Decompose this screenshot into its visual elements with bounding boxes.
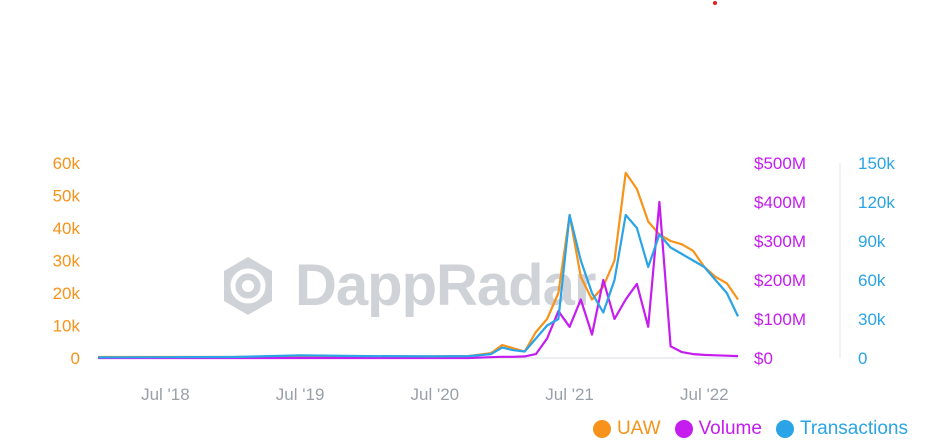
transactions-legend-swatch [775,420,794,438]
uaw-tick-label: 10k [53,317,81,336]
chart: 0 10k 20k 30k 40k 50k 60k $0 $100M $200M $300M $40… [53,1,895,404]
transactions-tick-label: 0 [858,349,867,368]
volume-tick-label: $100M [754,310,806,329]
volume-tick-label: $0 [754,349,773,368]
transactions-tick-label: 120k [858,193,895,212]
transactions-tick-label: 60k [858,271,886,290]
uaw-tick-label: 20k [53,284,81,303]
x-tick-label: Jul '20 [411,385,460,404]
dappradar-logo-icon [224,256,272,315]
transactions-tick-label: 90k [858,232,886,251]
x-tick-label: Jul '21 [545,385,594,404]
legend: UAW Volume Transactions [592,418,908,440]
volume-tick-label: $500M [754,154,806,173]
uaw-tick-label: 50k [53,187,81,206]
uaw-tick-label: 40k [53,219,81,238]
legend-item-transactions[interactable]: Transactions [775,418,908,440]
legend-label-volume: Volume [698,418,762,439]
uaw-series-line [98,171,739,359]
x-tick-label: Jul '18 [141,385,190,404]
watermark-text: DappRadar [295,253,596,318]
x-tick-label: Jul '19 [276,385,325,404]
x-tick-label: Jul '22 [680,385,729,404]
legend-label-transactions: Transactions [799,418,908,439]
volume-tick-label: $400M [754,193,806,212]
marker-dot [713,1,717,5]
uaw-tick-label: 60k [53,154,81,173]
legend-item-volume[interactable]: Volume [674,418,762,440]
watermark: DappRadar [215,252,596,319]
transactions-tick-label: 150k [858,154,895,173]
volume-series-line [98,200,739,360]
volume-tick-label: $200M [754,271,806,290]
uaw-tick-label: 30k [53,252,81,271]
transactions-series-line [97,213,739,359]
uaw-tick-label: 0 [71,349,80,368]
uaw-legend-swatch [592,420,611,438]
volume-legend-swatch [674,420,693,438]
volume-tick-label: $300M [754,232,806,251]
transactions-tick-label: 30k [858,310,886,329]
legend-item-uaw[interactable]: UAW [592,418,661,440]
legend-label-uaw: UAW [616,418,661,439]
